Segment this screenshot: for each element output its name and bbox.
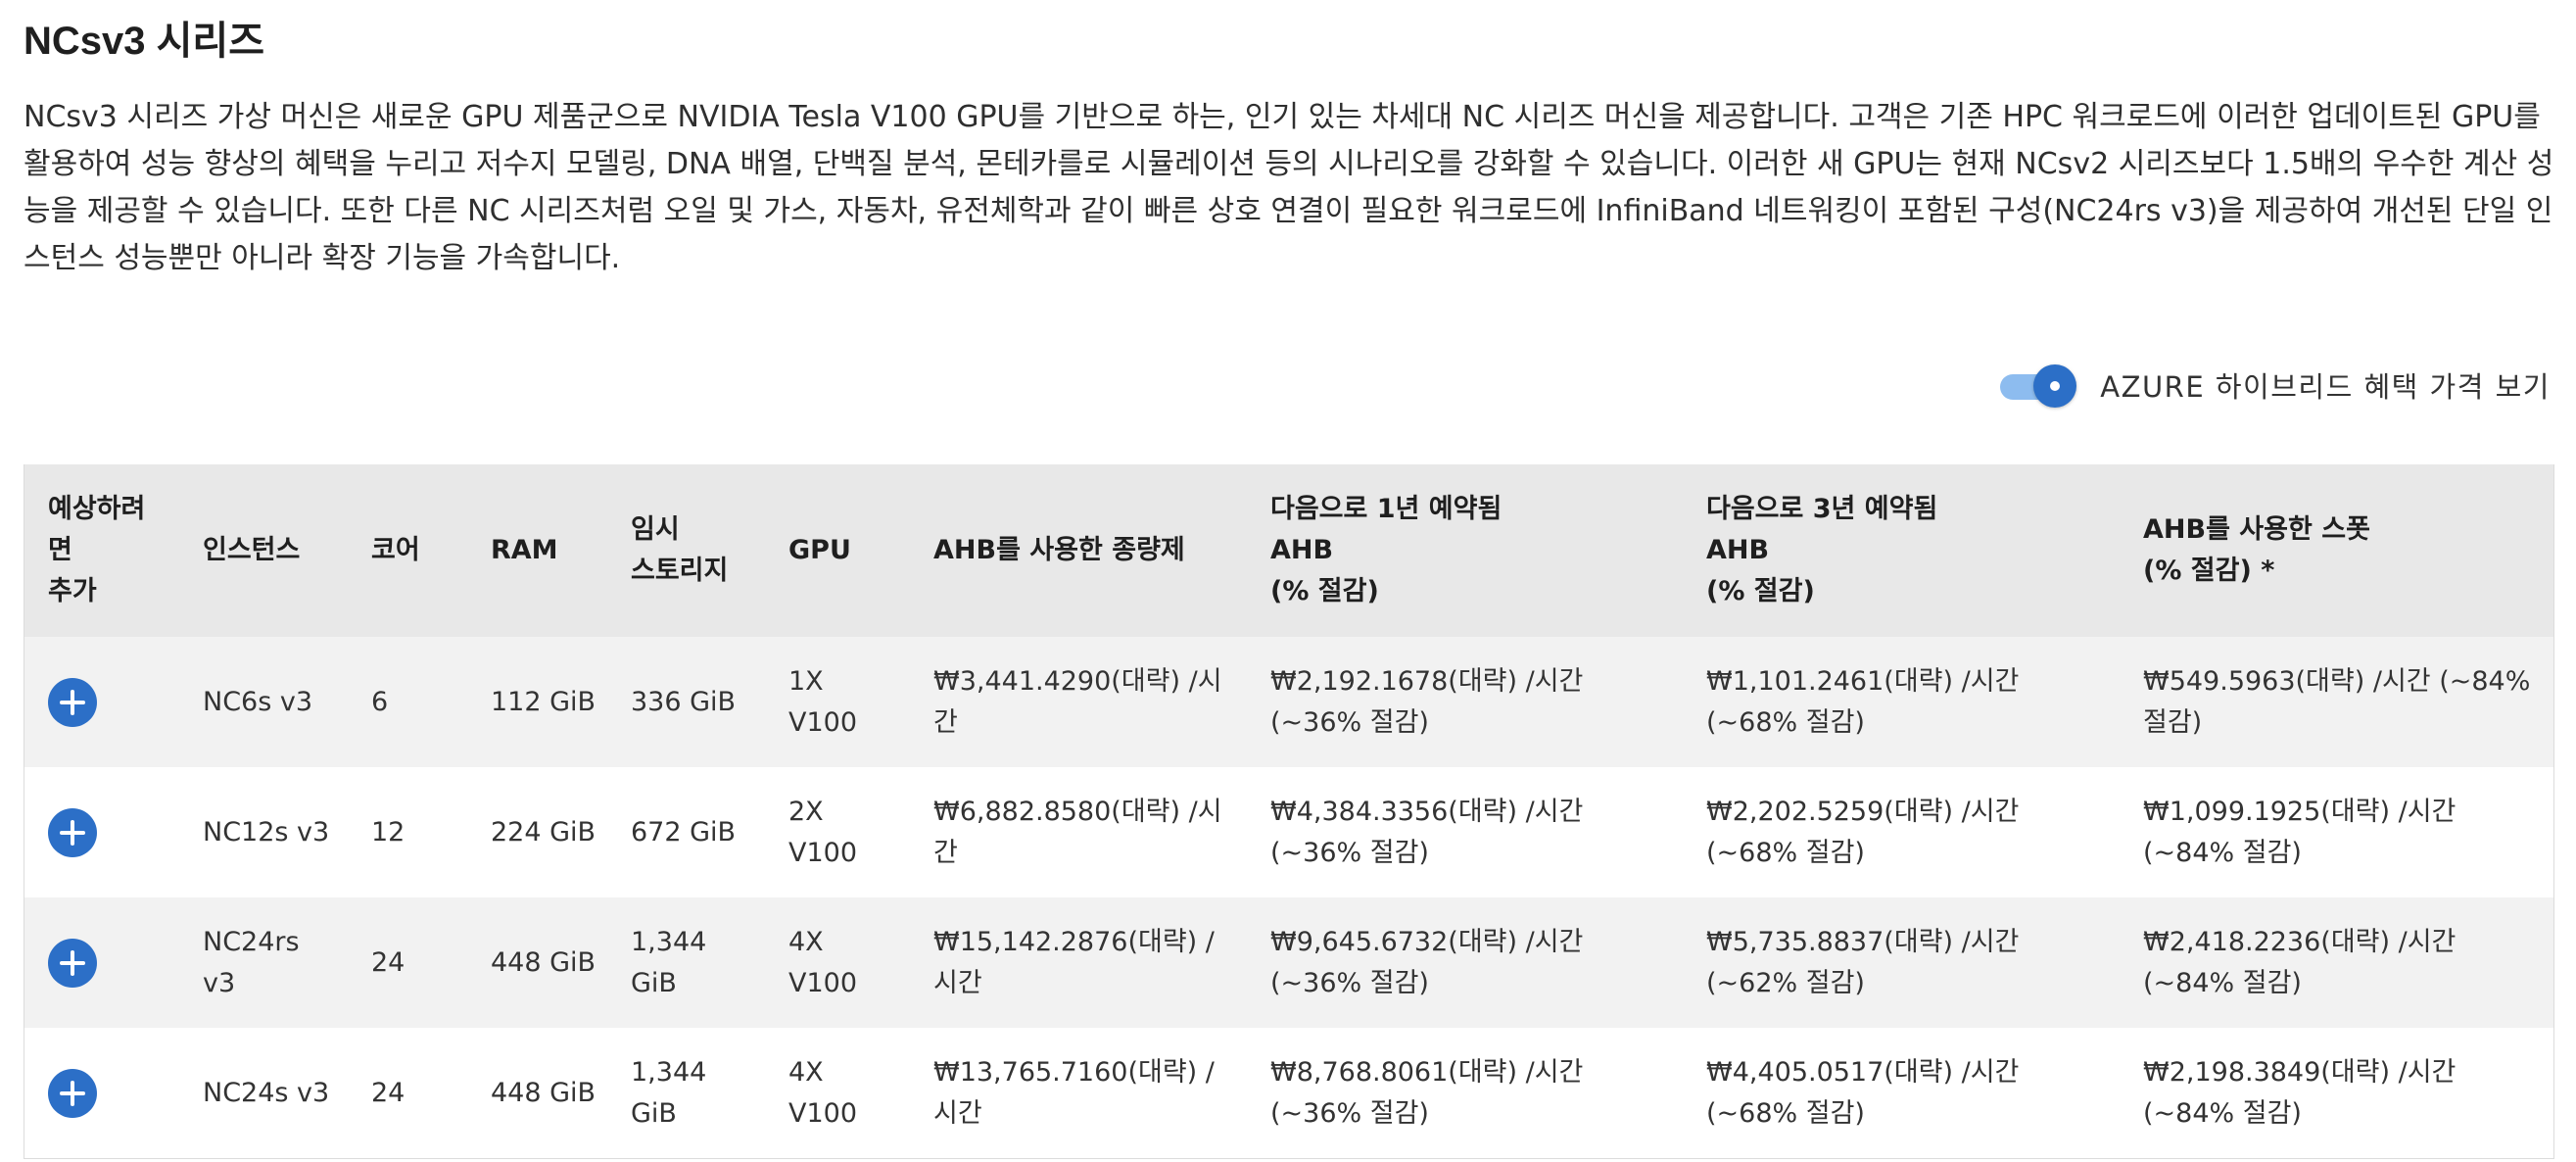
reserved-3yr-price-cell: ₩4,405.0517(대략) /시간 (~68% 절감) bbox=[1706, 1056, 2020, 1129]
ram-cell: 448 GiB bbox=[491, 1077, 596, 1108]
spot-price-cell: ₩2,198.3849(대략) /시간 (~84% 절감) bbox=[2143, 1056, 2457, 1129]
gpu-cell: 4X V100 bbox=[788, 926, 858, 998]
reserved-3yr-price-cell: ₩1,101.2461(대략) /시간 (~68% 절감) bbox=[1706, 665, 2020, 738]
payg-price-cell: ₩6,882.8580(대략) /시간 bbox=[933, 796, 1222, 868]
payg-price-cell: ₩15,142.2876(대략) /시간 bbox=[933, 926, 1215, 998]
ram-cell: 112 GiB bbox=[491, 686, 596, 717]
gpu-cell: 4X V100 bbox=[788, 1056, 858, 1129]
ram-cell: 448 GiB bbox=[491, 946, 596, 978]
header-ram: RAM bbox=[491, 535, 558, 565]
table-row: NC24s v3 24 448 GiB 1,344 GiB 4X V100 ₩1… bbox=[24, 1028, 2553, 1158]
header-reserved-1yr: 다음으로 1년 예약됨 AHB (% 절감) bbox=[1270, 494, 1503, 606]
table-row: NC24rs v3 24 448 GiB 1,344 GiB 4X V100 ₩… bbox=[24, 897, 2553, 1028]
cores-cell: 12 bbox=[371, 816, 405, 847]
table-header-row: 예상하려 면 추가 인스턴스 코어 RAM 임시 스토리지 GPU AHB를 사… bbox=[24, 464, 2553, 637]
pricing-table: 예상하려 면 추가 인스턴스 코어 RAM 임시 스토리지 GPU AHB를 사… bbox=[24, 464, 2554, 1159]
header-cores: 코어 bbox=[371, 535, 420, 565]
spot-price-cell: ₩1,099.1925(대략) /시간 (~84% 절감) bbox=[2143, 796, 2457, 868]
header-temp-storage: 임시 스토리지 bbox=[631, 514, 729, 586]
section-title: NCsv3 시리즈 bbox=[24, 20, 265, 63]
spot-price-cell: ₩549.5963(대략) /시간 (~84% 절감) bbox=[2143, 665, 2531, 738]
reserved-1yr-price-cell: ₩4,384.3356(대략) /시간 (~36% 절감) bbox=[1270, 796, 1584, 868]
add-to-estimate-button[interactable] bbox=[48, 677, 97, 727]
reserved-3yr-price-cell: ₩2,202.5259(대략) /시간 (~68% 절감) bbox=[1706, 796, 2020, 868]
header-reserved-3yr: 다음으로 3년 예약됨 AHB (% 절감) bbox=[1706, 494, 1938, 606]
header-payg-ahb: AHB를 사용한 종량제 bbox=[933, 535, 1185, 565]
reserved-3yr-price-cell: ₩5,735.8837(대략) /시간 (~62% 절감) bbox=[1706, 926, 2020, 998]
reserved-1yr-price-cell: ₩2,192.1678(대략) /시간 (~36% 절감) bbox=[1270, 665, 1584, 738]
table-row: NC12s v3 12 224 GiB 672 GiB 2X V100 ₩6,8… bbox=[24, 767, 2553, 897]
header-gpu: GPU bbox=[788, 535, 851, 565]
cores-cell: 6 bbox=[371, 686, 389, 717]
instance-cell: NC24rs v3 bbox=[203, 926, 300, 998]
payg-price-cell: ₩3,441.4290(대략) /시간 bbox=[933, 665, 1222, 738]
header-add-to-estimate: 예상하려 면 추가 bbox=[48, 494, 146, 606]
storage-cell: 1,344 GiB bbox=[631, 926, 707, 998]
spot-price-cell: ₩2,418.2236(대략) /시간 (~84% 절감) bbox=[2143, 926, 2457, 998]
ahb-toggle-switch[interactable] bbox=[1998, 364, 2077, 408]
instance-cell: NC12s v3 bbox=[203, 816, 330, 847]
toggle-knob bbox=[2033, 364, 2077, 408]
ram-cell: 224 GiB bbox=[491, 816, 596, 847]
cores-cell: 24 bbox=[371, 946, 405, 978]
gpu-cell: 1X V100 bbox=[788, 665, 858, 738]
gpu-cell: 2X V100 bbox=[788, 796, 858, 868]
add-to-estimate-button[interactable] bbox=[48, 938, 97, 988]
header-spot-ahb: AHB를 사용한 스폿 (% 절감) * bbox=[2143, 514, 2370, 586]
instance-cell: NC6s v3 bbox=[203, 686, 313, 717]
cores-cell: 24 bbox=[371, 1077, 405, 1108]
add-to-estimate-button[interactable] bbox=[48, 1068, 97, 1118]
add-to-estimate-button[interactable] bbox=[48, 807, 97, 857]
table-row: NC6s v3 6 112 GiB 336 GiB 1X V100 ₩3,441… bbox=[24, 637, 2553, 767]
storage-cell: 672 GiB bbox=[631, 816, 737, 847]
payg-price-cell: ₩13,765.7160(대략) /시간 bbox=[933, 1056, 1215, 1129]
header-instance: 인스턴스 bbox=[203, 535, 301, 565]
reserved-1yr-price-cell: ₩8,768.8061(대략) /시간 (~36% 절감) bbox=[1270, 1056, 1584, 1129]
reserved-1yr-price-cell: ₩9,645.6732(대략) /시간 (~36% 절감) bbox=[1270, 926, 1584, 998]
ahb-toggle-row: AZURE 하이브리드 혜택 가격 보기 bbox=[1998, 357, 2551, 413]
ahb-toggle-label: AZURE 하이브리드 혜택 가격 보기 bbox=[2100, 370, 2551, 404]
storage-cell: 1,344 GiB bbox=[631, 1056, 707, 1129]
instance-cell: NC24s v3 bbox=[203, 1077, 330, 1108]
storage-cell: 336 GiB bbox=[631, 686, 737, 717]
section-description: NCsv3 시리즈 가상 머신은 새로운 GPU 제품군으로 NVIDIA Te… bbox=[24, 100, 2554, 275]
